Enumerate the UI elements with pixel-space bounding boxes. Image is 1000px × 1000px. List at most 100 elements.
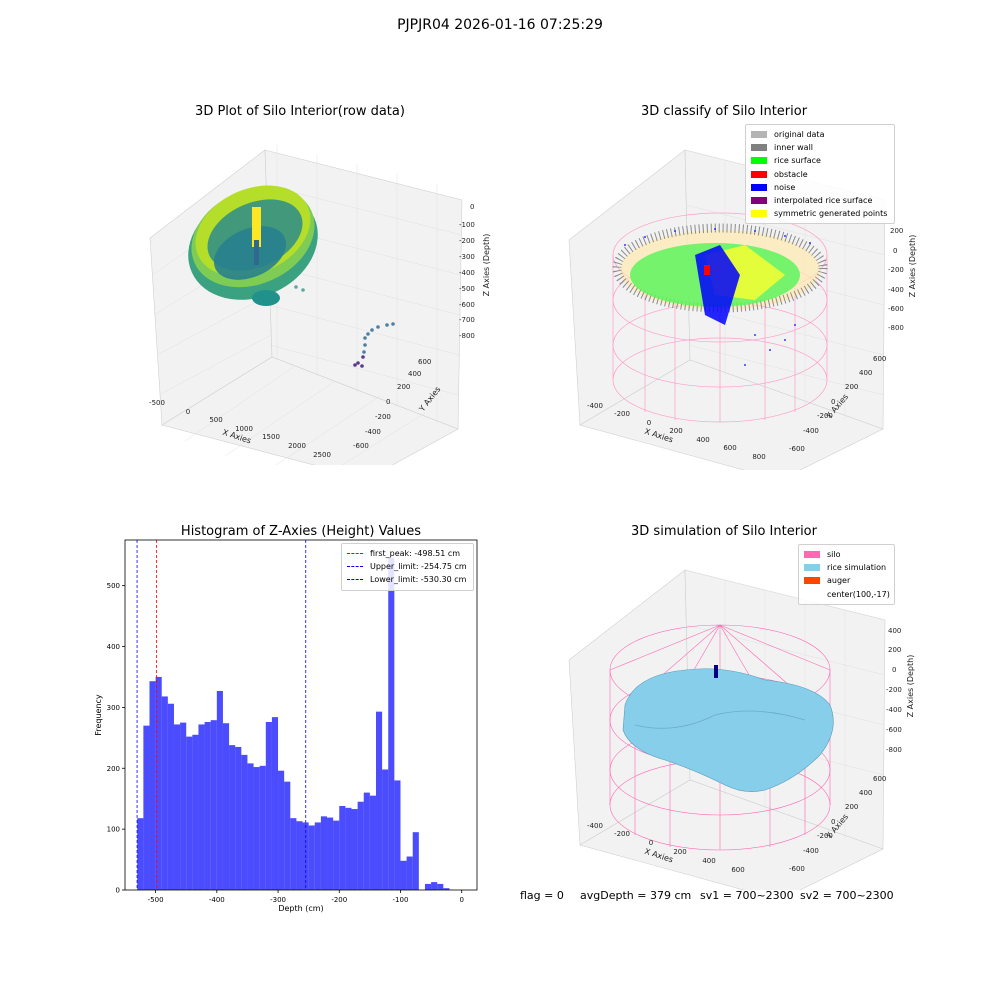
- simulation-z-tick: -200: [886, 686, 902, 694]
- classify-z-axis-label: Z Axies (Depth): [908, 235, 917, 298]
- histogram-x-axis-label: Depth (cm): [278, 904, 323, 913]
- histogram-bar: [327, 817, 334, 890]
- legend-label: rice surface: [774, 156, 821, 166]
- histogram-bar: [210, 720, 217, 890]
- histogram-chart[interactable]: -500 -400 -300 -200 -100 0 0 100 200 300 400 500 D…: [0, 535, 500, 920]
- legend-label: center(100,-17): [827, 589, 890, 599]
- histogram-y-ticks: 0 100 200 300 400 500: [107, 582, 125, 895]
- simulation-x-tick: 400: [702, 857, 715, 865]
- histogram-bar: [296, 821, 303, 890]
- legend-line-swatch: [347, 566, 363, 568]
- classify-x-tick: 600: [723, 444, 736, 452]
- histogram-x-tick-label: -300: [270, 896, 286, 904]
- legend-line-swatch: [347, 553, 363, 555]
- histogram-bar: [278, 770, 285, 890]
- legend-item-inner-wall: inner wall: [751, 141, 889, 154]
- simulation-y-tick: 0: [831, 818, 835, 826]
- raw-y-tick: 200: [397, 383, 410, 391]
- simulation-y-tick: -400: [803, 847, 819, 855]
- histogram-bar: [290, 818, 297, 890]
- histogram-bar: [155, 676, 162, 890]
- raw-y-tick: 400: [408, 370, 421, 378]
- histogram-bar: [222, 723, 230, 890]
- classify-z-tick: -200: [888, 266, 904, 274]
- histogram-bar: [259, 765, 266, 890]
- classify-z-tick: 200: [890, 227, 903, 235]
- histogram-bar: [443, 888, 450, 890]
- simulation-x-tick: 600: [731, 866, 744, 874]
- classify-z-tick: -400: [888, 286, 904, 294]
- histogram-bar: [308, 825, 315, 890]
- histogram-bar: [431, 882, 438, 890]
- legend-line-swatch: [347, 579, 363, 581]
- avg-depth-text: avgDepth = 379 cm: [580, 889, 692, 902]
- simulation-x-tick: 200: [673, 848, 686, 856]
- simulation-z-axis-label: Z Axies (Depth): [906, 655, 915, 718]
- classify-y-tick: -200: [817, 412, 833, 420]
- raw-z-tick: -600: [459, 301, 475, 309]
- histogram-y-axis-label: Frequency: [94, 694, 103, 736]
- histogram-frame: [124, 539, 478, 891]
- legend-label: rice simulation: [827, 563, 887, 573]
- simulation-z-tick: -400: [886, 706, 902, 714]
- simulation-y-tick: -200: [817, 832, 833, 840]
- classify-y-tick: 0: [831, 398, 835, 406]
- histogram-bar: [345, 807, 352, 890]
- legend-label: interpolated rice surface: [774, 196, 873, 206]
- histogram-x-tick-label: -500: [148, 896, 164, 904]
- legend-item-auger: auger: [804, 574, 889, 587]
- classify-y-tick: -600: [789, 445, 805, 453]
- raw-y-tick: -200: [375, 413, 391, 421]
- classify-x-tick: -400: [587, 402, 603, 410]
- flag-text: flag = 0: [520, 889, 564, 902]
- histogram-bar: [253, 767, 260, 890]
- simulation-z-tick: 400: [888, 627, 901, 635]
- histogram-bar: [400, 860, 407, 890]
- raw-z-tick: -300: [459, 253, 475, 261]
- raw-z-axis-label: Z Axies (Depth): [482, 234, 491, 297]
- simulation-3d-plot[interactable]: -400 -200 0 200 400 600 X Axies 600 400 …: [555, 545, 925, 890]
- legend-item-noise: noise: [751, 181, 889, 194]
- histogram-bar: [161, 696, 168, 890]
- histogram-bar: [192, 734, 199, 890]
- histogram-bar: [271, 717, 279, 890]
- histogram-bar: [167, 703, 174, 890]
- legend-swatch: [751, 170, 767, 178]
- histogram-y-tick-label: 400: [107, 643, 120, 651]
- raw-x-tick: 0: [186, 408, 190, 416]
- histogram-y-tick-label: 200: [107, 765, 120, 773]
- raw-z-tick: -400: [459, 269, 475, 277]
- raw-x-tick: 2500: [313, 451, 331, 459]
- legend-label: silo: [827, 550, 841, 560]
- histogram-bar: [204, 722, 211, 890]
- simulation-z-tick: 200: [888, 646, 901, 654]
- classify-y-tick: -400: [803, 427, 819, 435]
- legend-swatch: [751, 197, 767, 205]
- legend-item-rice-simulation: rice simulation: [804, 561, 889, 574]
- raw-x-tick: 2000: [288, 442, 306, 450]
- histogram-bar: [424, 883, 432, 890]
- legend-label: first_peak: -498.51 cm: [370, 549, 461, 559]
- raw-3d-plot[interactable]: -500 0 500 1000 1500 2000 2500 X Axies 6…: [125, 125, 495, 465]
- classify-x-tick: 0: [647, 419, 651, 427]
- raw-x-tick: 1500: [262, 433, 280, 441]
- legend-item-rice-surface: rice surface: [751, 154, 889, 167]
- histogram-bar: [284, 781, 291, 890]
- sv1-text: sv1 = 700~2300: [700, 889, 794, 902]
- simulation-y-tick: 400: [859, 789, 872, 797]
- raw-y-tick: -400: [365, 428, 381, 436]
- classify-3d-plot[interactable]: -400 -200 0 200 400 600 800 X Axies 600 …: [555, 125, 925, 470]
- legend-swatch: [804, 564, 820, 572]
- legend-label: obstacle: [774, 169, 808, 179]
- histogram-bar: [149, 681, 156, 890]
- histogram-bars: [137, 557, 450, 890]
- histogram-bar: [186, 736, 193, 890]
- legend-item-first-peak: first_peak: -498.51 cm: [347, 547, 468, 560]
- legend-label: noise: [774, 182, 796, 192]
- classify-legend: original data inner wall rice surface ob…: [745, 124, 895, 225]
- legend-label: inner wall: [774, 143, 814, 153]
- histogram-y-tick-label: 100: [107, 826, 120, 834]
- simulation-y-tick: 600: [873, 775, 886, 783]
- legend-swatch: [751, 183, 767, 191]
- histogram-bar: [437, 883, 444, 890]
